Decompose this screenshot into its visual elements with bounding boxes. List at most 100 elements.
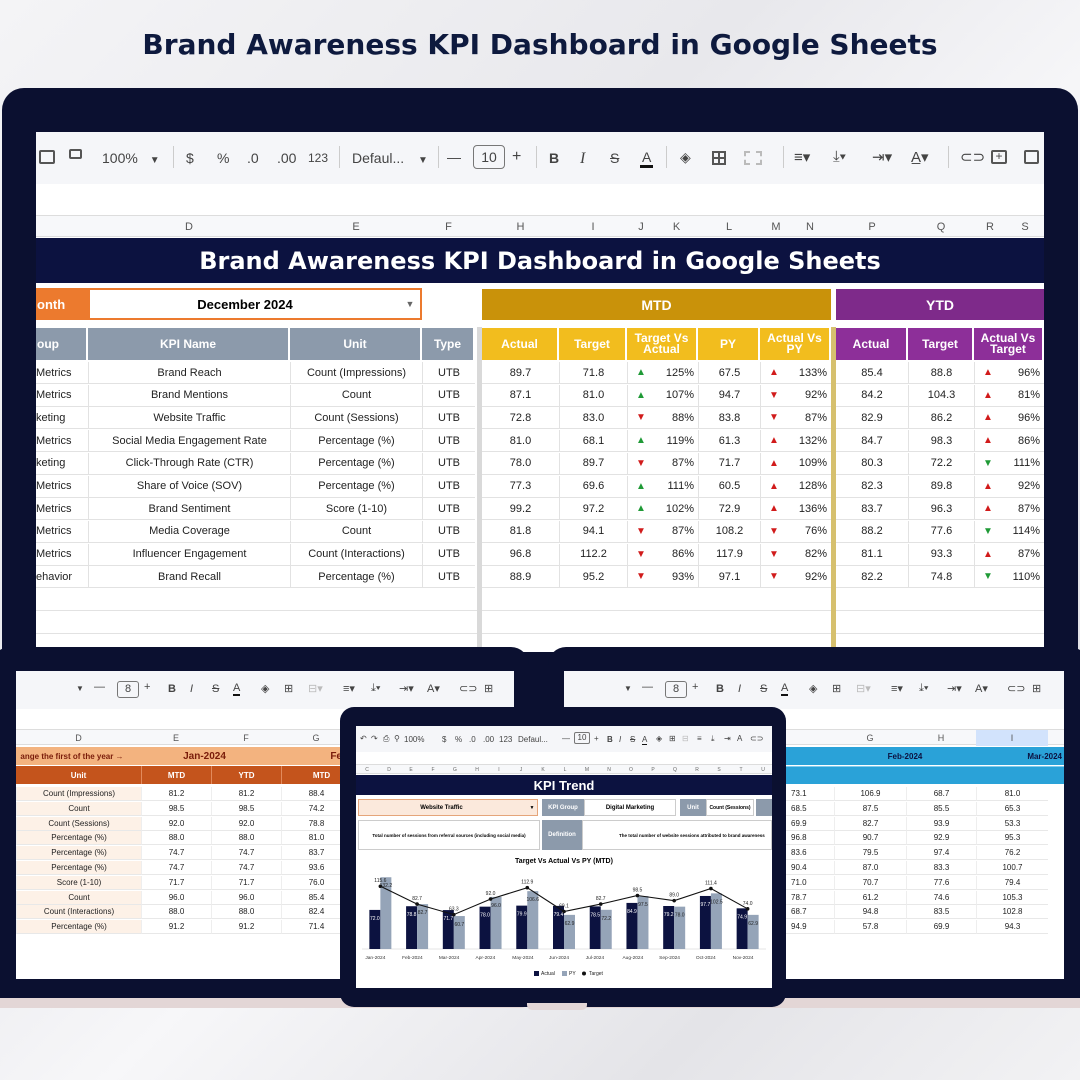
font-size-input[interactable]: 8 <box>665 681 687 698</box>
bar-py[interactable] <box>710 893 722 949</box>
merge-cells-icon[interactable]: ⊟▾ <box>856 683 871 695</box>
col-letter[interactable]: K <box>541 766 545 773</box>
print-icon[interactable] <box>39 150 55 164</box>
borders-icon[interactable]: ⊞ <box>832 683 842 695</box>
insert-comment-icon[interactable]: ⊞ <box>484 683 494 695</box>
fill-color-icon[interactable]: ◈ <box>680 149 691 165</box>
empty-row[interactable] <box>482 589 831 611</box>
col-letter[interactable]: P <box>651 766 655 773</box>
percent-button[interactable]: % <box>217 150 230 166</box>
strikethrough-button[interactable]: S <box>630 735 636 744</box>
bar-py[interactable] <box>490 896 502 949</box>
currency-button[interactable]: $ <box>442 735 447 744</box>
decrease-font-button[interactable]: — <box>447 149 461 165</box>
target-point[interactable] <box>562 909 566 914</box>
bar-actual[interactable] <box>406 906 418 949</box>
col-letter[interactable]: K <box>672 221 681 233</box>
col-letter[interactable]: F <box>431 766 435 773</box>
vertical-align-icon[interactable]: ⤓▾ <box>833 148 846 165</box>
col-letter[interactable]: G <box>453 766 457 773</box>
text-wrap-icon[interactable]: ⇥ <box>724 734 731 743</box>
strikethrough-button[interactable]: S <box>212 683 220 695</box>
bar-actual[interactable] <box>479 906 491 949</box>
text-wrap-icon[interactable]: ⇥▾ <box>399 683 414 695</box>
col-letter[interactable]: N <box>607 766 611 773</box>
bar-py[interactable] <box>453 916 465 949</box>
paint-format-icon[interactable] <box>69 149 82 159</box>
col-letter[interactable]: Q <box>673 766 677 773</box>
month-select[interactable]: December 2024 ▼ <box>88 288 422 320</box>
bar-actual[interactable] <box>736 908 748 949</box>
bar-actual[interactable] <box>663 906 675 949</box>
paint-format-icon[interactable]: ⚲ <box>394 734 400 743</box>
col-letter[interactable]: J <box>638 221 644 233</box>
col-letter[interactable]: L <box>725 221 733 233</box>
font-size-input[interactable]: 10 <box>473 145 505 169</box>
increase-decimal-button[interactable]: .00 <box>277 150 297 166</box>
col-letter[interactable]: G <box>312 733 320 743</box>
align-left-icon[interactable]: ≡▾ <box>891 683 903 695</box>
more-formats-button[interactable]: 123 <box>499 735 513 744</box>
empty-row[interactable] <box>836 612 1044 634</box>
vertical-align-icon[interactable]: ⤓ <box>711 734 715 743</box>
col-letter[interactable]: C <box>365 766 369 773</box>
decrease-font-button[interactable]: — <box>642 681 653 693</box>
bar-actual[interactable] <box>589 906 601 949</box>
col-letter[interactable]: F <box>445 221 452 233</box>
bar-py[interactable] <box>637 896 649 949</box>
chevron-down-icon[interactable]: ▼ <box>624 684 632 693</box>
target-point[interactable] <box>709 886 713 891</box>
font-select[interactable]: Defaul... <box>518 735 548 744</box>
font-size-input[interactable]: 10 <box>574 732 590 744</box>
insert-link-icon[interactable]: ⊂⊃ <box>459 683 478 695</box>
insert-link-icon[interactable]: ⊂⊃ <box>960 149 986 166</box>
col-letter[interactable]: P <box>868 221 876 233</box>
align-left-icon[interactable]: ≡▾ <box>343 683 355 695</box>
text-rotation-icon[interactable]: A▾ <box>975 683 988 695</box>
target-point[interactable] <box>452 912 456 917</box>
zoom-select[interactable]: 100% ▼ <box>102 150 160 166</box>
bar-py[interactable] <box>564 914 575 949</box>
print-icon[interactable]: ⎙ <box>383 734 390 743</box>
target-point[interactable] <box>415 902 419 906</box>
col-letter[interactable]: F <box>243 733 249 743</box>
text-color-button[interactable]: A <box>642 735 648 745</box>
strikethrough-button[interactable]: S <box>610 150 620 166</box>
col-letter[interactable]: T <box>739 766 743 773</box>
bold-button[interactable]: B <box>716 683 724 695</box>
col-letter[interactable]: R <box>986 221 994 233</box>
col-letter[interactable]: E <box>352 221 360 233</box>
decrease-decimal-button[interactable]: .0 <box>469 735 476 744</box>
decrease-font-button[interactable]: — <box>562 734 570 743</box>
bar-actual[interactable] <box>699 895 711 949</box>
col-letter[interactable]: L <box>563 766 567 773</box>
col-letter[interactable]: S <box>1021 221 1029 233</box>
font-select[interactable]: Defaul... ▼ <box>352 150 428 166</box>
bar-py[interactable] <box>417 904 429 949</box>
increase-font-button[interactable]: + <box>512 148 522 165</box>
bar-actual[interactable] <box>369 909 381 949</box>
col-letter[interactable]: S <box>717 766 721 773</box>
decrease-font-button[interactable]: — <box>94 681 105 693</box>
italic-button[interactable]: I <box>619 735 622 744</box>
decrease-decimal-button[interactable]: .0 <box>247 150 259 166</box>
bar-py[interactable] <box>527 891 539 949</box>
increase-font-button[interactable]: + <box>692 681 699 693</box>
empty-row[interactable] <box>482 612 831 634</box>
strikethrough-button[interactable]: S <box>760 683 768 695</box>
col-letter[interactable]: J <box>519 766 523 773</box>
bar-py[interactable] <box>380 877 392 949</box>
borders-icon[interactable] <box>712 151 726 165</box>
increase-font-button[interactable]: + <box>594 734 599 743</box>
col-letter[interactable]: G <box>866 733 874 743</box>
col-letter[interactable]: D <box>387 766 391 773</box>
bold-button[interactable]: B <box>607 735 613 744</box>
insert-link-icon[interactable]: ⊂⊃ <box>750 734 764 743</box>
borders-icon[interactable]: ⊞ <box>284 683 294 695</box>
bar-py[interactable] <box>747 914 759 949</box>
italic-button[interactable]: I <box>580 150 586 167</box>
col-letter[interactable]: I <box>591 221 595 233</box>
col-letter[interactable]: E <box>409 766 413 773</box>
col-letter[interactable]: O <box>629 766 633 773</box>
italic-button[interactable]: I <box>738 683 742 695</box>
